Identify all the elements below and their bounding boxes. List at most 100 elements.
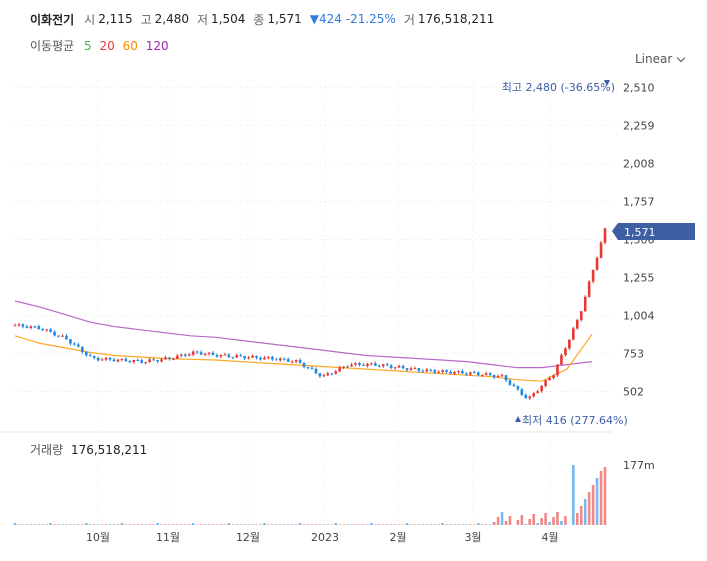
candle-body	[235, 355, 239, 358]
volume-bar	[310, 524, 314, 525]
candle-body	[160, 359, 163, 362]
volume-bar	[318, 524, 322, 525]
candle-body	[243, 356, 246, 359]
volume-bar	[53, 524, 56, 525]
scale-selector[interactable]: Linear	[635, 52, 686, 66]
ma-120[interactable]: 120	[145, 39, 169, 53]
ma-60[interactable]: 60	[122, 39, 138, 53]
volume-bar	[560, 521, 563, 525]
high-marker-icon	[604, 80, 610, 86]
candle-body	[81, 346, 84, 353]
candle-body	[263, 357, 266, 360]
candle-body	[120, 358, 124, 360]
volume-bar	[389, 524, 393, 525]
current-price-label: 1,571	[624, 226, 656, 239]
y-tick-label: 1,004	[623, 310, 655, 323]
candle-body	[61, 335, 64, 337]
volume-bar	[326, 524, 330, 525]
candle-body	[575, 320, 579, 329]
volume-axis-label: 177m	[623, 459, 655, 472]
volume-bar	[575, 513, 579, 525]
candle-body	[453, 372, 456, 374]
volume-bar	[488, 524, 492, 525]
volume-bar	[314, 524, 318, 525]
candle-body	[405, 368, 409, 370]
volume-info: 거래량 176,518,211	[30, 441, 147, 458]
volume-bar	[116, 524, 120, 525]
volume-bar	[29, 524, 33, 525]
ma-5[interactable]: 5	[84, 39, 92, 53]
volume-bar	[461, 524, 464, 525]
volume-bar	[437, 524, 440, 525]
volume-bar	[480, 524, 484, 525]
volume-bar	[579, 506, 583, 525]
x-tick-label: 10월	[86, 531, 110, 544]
volume-label: 거	[403, 12, 415, 27]
volume-bar	[294, 524, 298, 525]
volume-bar	[572, 465, 575, 525]
volume-bar	[500, 512, 504, 525]
candle-body	[207, 352, 211, 354]
ma120-line	[14, 300, 593, 369]
volume-bar	[429, 524, 433, 525]
stock-name: 이화전기	[30, 12, 75, 27]
candle-body	[271, 356, 274, 360]
volume-bar	[370, 523, 373, 525]
candle-body	[172, 358, 175, 360]
candle-body	[413, 368, 417, 370]
candle-body	[469, 372, 472, 375]
candle-body	[247, 357, 250, 359]
candle-body	[294, 359, 298, 362]
volume-bar	[231, 524, 235, 525]
volume-bar	[469, 524, 472, 525]
candle-body	[128, 361, 132, 363]
candle-body	[568, 339, 571, 349]
candle-body	[88, 355, 92, 357]
candle-body	[302, 363, 306, 368]
volume-bar	[49, 523, 52, 525]
volume-bar	[362, 524, 365, 525]
candle-body	[512, 384, 516, 387]
candle-body	[362, 364, 365, 366]
volume-bar	[476, 523, 480, 525]
ma-20[interactable]: 20	[99, 39, 115, 53]
volume-bar	[104, 524, 108, 525]
volume-bar	[17, 524, 21, 525]
volume-bar	[92, 524, 96, 525]
candle-body	[318, 373, 322, 377]
volume-bar	[144, 524, 147, 525]
volume-bar	[73, 524, 76, 525]
candle-body	[45, 329, 48, 331]
candle-body	[239, 355, 243, 357]
candle-body	[223, 354, 227, 356]
candle-body	[176, 355, 179, 359]
y-tick-label: 502	[623, 386, 644, 399]
volume-bar	[385, 524, 389, 525]
candle-body	[504, 375, 508, 381]
candle-body	[314, 368, 318, 374]
ma120-path	[14, 300, 593, 369]
candle-body	[326, 373, 330, 376]
candle-body	[279, 358, 282, 361]
volume-bar	[381, 524, 385, 525]
grid	[15, 80, 612, 525]
volume-bar	[251, 524, 254, 525]
low-value: 1,504	[211, 12, 246, 26]
volume-bar	[306, 524, 310, 525]
candle-body	[215, 354, 219, 357]
candle-body	[476, 372, 480, 376]
volume-bar	[140, 524, 144, 525]
close-label: 종	[253, 12, 265, 27]
candle-body	[140, 360, 144, 363]
volume-bar	[13, 523, 17, 525]
candle-body	[556, 364, 559, 376]
x-tick-label: 2023	[311, 531, 339, 544]
candle-body	[124, 358, 128, 362]
volume-panel-value: 176,518,211	[70, 443, 148, 457]
candle-body	[275, 359, 278, 361]
candle-body	[520, 389, 524, 396]
volume-bar	[330, 524, 334, 525]
candle-body	[84, 352, 88, 356]
candle-body	[587, 281, 591, 297]
